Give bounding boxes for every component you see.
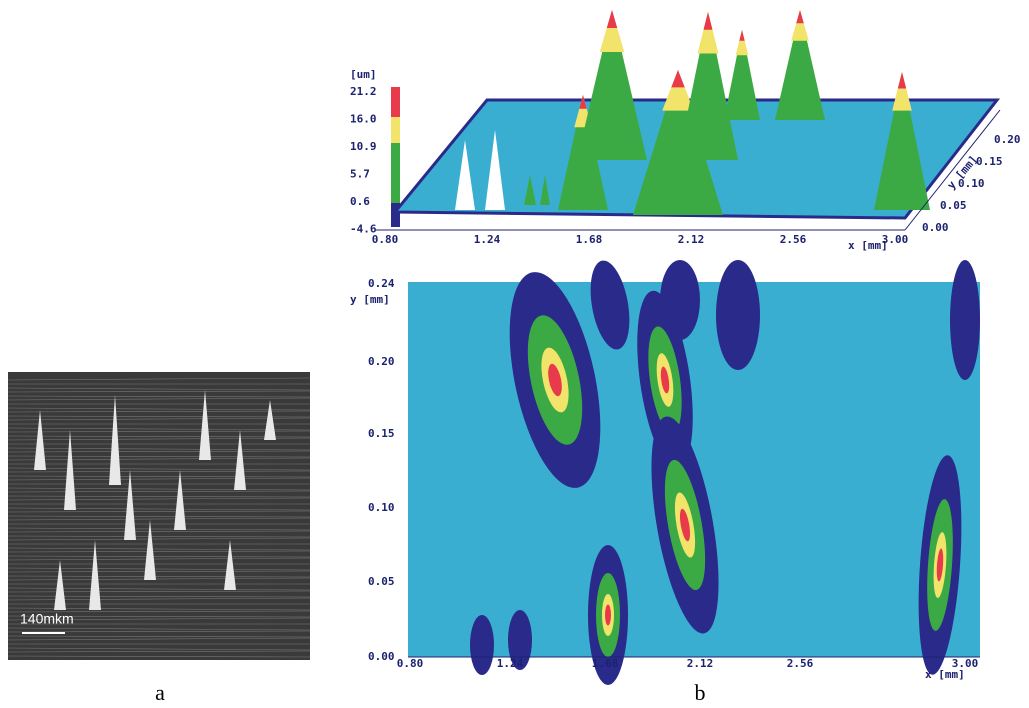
y-tick-label: 0.10 <box>368 501 395 514</box>
scale-green <box>391 143 400 203</box>
panel-label: a <box>155 680 165 705</box>
y-tick-label: 0.00 <box>922 221 949 234</box>
contour-map <box>408 258 980 685</box>
surface-plot <box>375 10 1000 230</box>
x-tick-label: 0.80 <box>397 657 424 670</box>
blob <box>716 260 760 370</box>
peak-red <box>739 30 744 41</box>
peak-red <box>898 72 906 89</box>
scale-tick-label: 21.2 <box>350 85 377 98</box>
x-tick-label: 2.12 <box>687 657 714 670</box>
scale-tick-label: 16.0 <box>350 113 377 126</box>
sem-image: 140mkm <box>8 372 310 660</box>
peak-red <box>796 10 804 23</box>
x-tick-label: 1.68 <box>592 657 619 670</box>
x-tick-label: 1.24 <box>497 657 524 670</box>
x-axis-label: x [mm] <box>848 239 888 252</box>
x-tick-label: 2.56 <box>780 233 807 246</box>
panel-label: b <box>695 680 706 705</box>
x-tick-label: 1.24 <box>474 233 501 246</box>
y-tick-label: 0.20 <box>994 133 1021 146</box>
scale-tick-label: 10.9 <box>350 140 377 153</box>
y-tick-label: 0.05 <box>940 199 967 212</box>
scale-tick-label: 5.7 <box>350 168 370 181</box>
x-tick-label: 0.80 <box>372 233 399 246</box>
y-tick-label: 0.00 <box>368 650 395 663</box>
x-tick-label: 2.12 <box>678 233 705 246</box>
scale-red <box>391 87 400 117</box>
y-tick-label: 0.05 <box>368 575 395 588</box>
unit-label: [um] <box>350 68 377 81</box>
x-tick-label: 1.68 <box>576 233 603 246</box>
y-tick-label: 0.15 <box>368 427 395 440</box>
peak-red <box>704 12 713 30</box>
x-axis-label: x [mm] <box>925 668 965 681</box>
y-tick-label: 0.20 <box>368 355 395 368</box>
peak-red <box>607 10 618 28</box>
scale-bar-label: 140mkm <box>20 611 74 627</box>
figure: 140mkm a b [um]21.216.010.95.70.6-4.60.8… <box>0 0 1029 708</box>
y-axis-label: y [mm] <box>350 293 390 306</box>
y-tick-label: 0.24 <box>368 277 395 290</box>
blob <box>660 260 700 340</box>
scale-tick-label: 0.6 <box>350 195 370 208</box>
peak-red <box>671 70 685 87</box>
blob <box>950 260 980 380</box>
blob <box>605 605 611 626</box>
blob <box>470 615 494 675</box>
x-tick-label: 2.56 <box>787 657 814 670</box>
scale-yellow <box>391 117 400 143</box>
